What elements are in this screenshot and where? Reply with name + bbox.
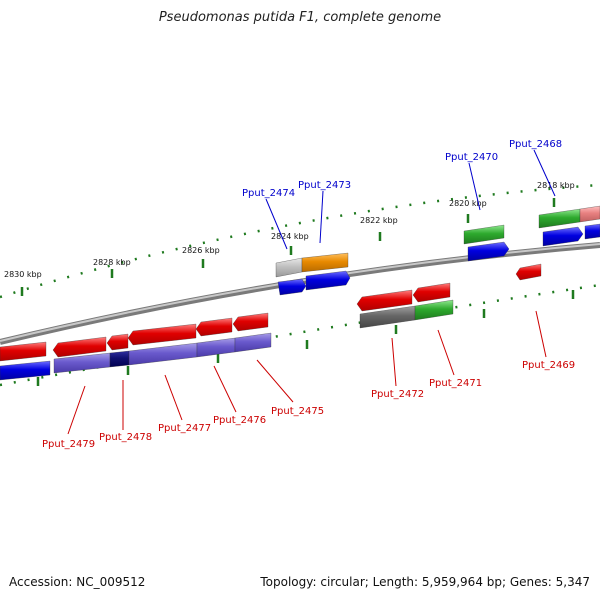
scale-label-2824: 2824 kbp [271, 232, 309, 241]
major-ticks [20, 198, 556, 296]
gene-label-pput-2474[interactable]: Pput_2474 [242, 188, 295, 199]
gene-block [542, 226, 584, 247]
gene-block [0, 341, 47, 362]
scale-label-2830: 2830 kbp [4, 270, 42, 279]
scale-track-inner [0, 283, 600, 387]
gene-label-pput-2476[interactable]: Pput_2476 [213, 415, 266, 426]
gene-label-pput-2472[interactable]: Pput_2472 [371, 389, 424, 400]
scale-label-2828: 2828 kbp [93, 258, 131, 267]
gene-label-pput-2477[interactable]: Pput_2477 [158, 423, 211, 434]
gene-label-pput-2479[interactable]: Pput_2479 [42, 439, 95, 450]
gene-block [0, 360, 51, 381]
gene-label-pput-2468[interactable]: Pput_2468 [509, 139, 562, 150]
gene-block [515, 263, 542, 281]
gene-block [234, 332, 272, 353]
gene-block [467, 241, 510, 262]
gene-block [275, 257, 303, 278]
gene-label-pput-2470[interactable]: Pput_2470 [445, 152, 498, 163]
forward-leaders [265, 149, 556, 250]
gene-label-pput-2478[interactable]: Pput_2478 [99, 432, 152, 443]
gene-block [579, 205, 600, 223]
gene-block [584, 223, 600, 240]
gene-label-pput-2473[interactable]: Pput_2473 [298, 180, 351, 191]
scale-label-2822: 2822 kbp [360, 216, 398, 225]
scale-label-2818: 2818 kbp [537, 181, 575, 190]
accession-text: Accession: NC_009512 [9, 575, 146, 589]
reverse-genes [0, 263, 542, 381]
scale-label-2826: 2826 kbp [182, 246, 220, 255]
scale-track-outer [0, 183, 600, 299]
forward-genes [275, 205, 600, 296]
gene-block [109, 350, 130, 368]
gene-block [463, 224, 505, 245]
gene-block [538, 208, 581, 229]
gene-block [356, 289, 413, 312]
gene-block [305, 270, 351, 291]
gene-label-pput-2475[interactable]: Pput_2475 [271, 406, 324, 417]
gene-block [301, 252, 349, 273]
scale-label-2820: 2820 kbp [449, 199, 487, 208]
gene-block [52, 336, 107, 358]
gene-block [277, 278, 307, 296]
map-title: Pseudomonas putida F1, complete genome [158, 10, 442, 25]
gene-block [412, 282, 451, 303]
gene-block [232, 312, 269, 332]
major-ticks-inner [36, 290, 575, 386]
gene-block [414, 299, 454, 321]
gene-block [106, 333, 129, 351]
reverse-leaders [67, 310, 547, 435]
gene-label-pput-2471[interactable]: Pput_2471 [429, 378, 482, 389]
gene-label-pput-2469[interactable]: Pput_2469 [522, 360, 575, 371]
gene-block [195, 317, 233, 337]
gene-block [127, 323, 197, 346]
gene-block [128, 342, 198, 366]
gene-block [196, 337, 236, 358]
genome-summary-text: Topology: circular; Length: 5,959,964 bp… [260, 575, 590, 589]
